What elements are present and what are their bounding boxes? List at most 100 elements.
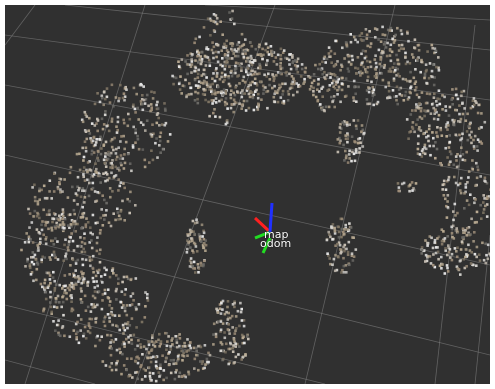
cloud-point xyxy=(110,138,114,141)
cloud-point xyxy=(281,82,284,86)
cloud-point xyxy=(76,330,79,334)
cloud-point xyxy=(423,109,426,112)
cloud-point xyxy=(404,90,408,94)
cloud-point xyxy=(221,349,225,352)
cloud-point xyxy=(96,236,99,239)
cloud-point xyxy=(247,84,251,87)
cloud-point xyxy=(234,84,238,88)
cloud-point xyxy=(194,90,197,94)
cloud-point xyxy=(292,60,295,63)
cloud-point xyxy=(85,168,88,172)
cloud-point xyxy=(455,265,459,268)
cloud-point xyxy=(233,68,237,71)
cloud-point xyxy=(271,73,274,76)
cloud-point xyxy=(80,250,84,254)
cloud-point xyxy=(405,118,409,121)
cloud-point xyxy=(219,330,222,333)
cloud-point xyxy=(109,224,113,228)
cloud-point xyxy=(234,342,237,346)
cloud-point xyxy=(39,282,43,286)
cloud-point xyxy=(296,90,299,94)
cloud-point xyxy=(336,242,339,246)
cloud-point xyxy=(410,125,414,129)
cloud-point xyxy=(488,252,490,256)
cloud-point xyxy=(25,232,28,235)
cloud-point xyxy=(184,78,187,82)
cloud-point xyxy=(82,166,86,169)
cloud-point xyxy=(187,370,190,374)
cloud-point xyxy=(172,362,175,366)
cloud-point xyxy=(209,83,212,87)
cloud-point xyxy=(461,241,464,245)
cloud-point xyxy=(231,72,235,75)
cloud-point xyxy=(282,99,286,103)
cloud-point xyxy=(197,51,201,55)
cloud-point xyxy=(40,223,43,227)
cloud-point xyxy=(33,199,37,203)
cloud-point xyxy=(231,350,235,353)
cloud-point xyxy=(92,303,96,306)
cloud-point xyxy=(87,129,91,132)
cloud-point xyxy=(229,96,233,100)
cloud-point xyxy=(426,244,429,247)
cloud-point xyxy=(255,82,258,85)
cloud-point xyxy=(463,192,466,195)
cloud-point xyxy=(231,9,234,13)
cloud-point xyxy=(175,368,178,372)
cloud-point xyxy=(188,228,192,232)
cloud-point xyxy=(97,159,100,162)
cloud-point xyxy=(266,106,269,110)
cloud-point xyxy=(71,185,74,189)
cloud-point xyxy=(463,266,467,270)
cloud-point xyxy=(75,152,79,156)
cloud-point xyxy=(362,39,365,42)
cloud-point xyxy=(423,74,427,78)
cloud-point xyxy=(231,346,235,350)
cloud-point xyxy=(113,314,117,317)
cloud-point xyxy=(170,339,173,342)
cloud-point xyxy=(194,84,198,87)
cloud-point xyxy=(95,336,98,339)
cloud-point xyxy=(273,84,276,88)
cloud-point xyxy=(436,118,440,121)
cloud-point xyxy=(53,289,56,292)
cloud-point xyxy=(75,336,78,339)
cloud-point xyxy=(118,347,121,351)
cloud-point xyxy=(198,234,202,238)
cloud-point xyxy=(467,125,470,128)
cloud-point xyxy=(112,272,115,275)
cloud-point xyxy=(404,51,407,55)
cloud-point xyxy=(82,332,86,336)
cloud-point xyxy=(174,76,178,80)
cloud-point xyxy=(333,269,337,273)
cloud-point xyxy=(72,272,75,276)
cloud-point xyxy=(360,124,364,127)
cloud-point xyxy=(468,126,471,130)
cloud-point xyxy=(433,265,437,269)
cloud-point xyxy=(230,47,233,51)
cloud-point xyxy=(187,93,191,96)
cloud-point xyxy=(292,77,295,80)
cloud-point xyxy=(202,264,205,268)
cloud-point xyxy=(447,124,450,127)
cloud-point xyxy=(83,129,87,132)
cloud-point xyxy=(395,74,398,77)
cloud-point xyxy=(47,210,51,213)
cloud-point xyxy=(343,249,346,253)
cloud-point xyxy=(308,76,312,79)
cloud-point xyxy=(445,204,448,208)
cloud-point xyxy=(390,50,394,54)
cloud-point xyxy=(226,300,230,303)
cloud-point xyxy=(59,334,62,338)
cloud-point xyxy=(127,112,130,116)
render-canvas[interactable]: map odom xyxy=(5,5,490,384)
cloud-point xyxy=(66,246,70,249)
cloud-point xyxy=(408,80,412,83)
cloud-point xyxy=(182,351,185,355)
cloud-point xyxy=(86,284,89,287)
cloud-point xyxy=(431,46,434,50)
cloud-point xyxy=(46,286,50,289)
cloud-point xyxy=(192,346,196,350)
cloud-point xyxy=(456,246,459,249)
